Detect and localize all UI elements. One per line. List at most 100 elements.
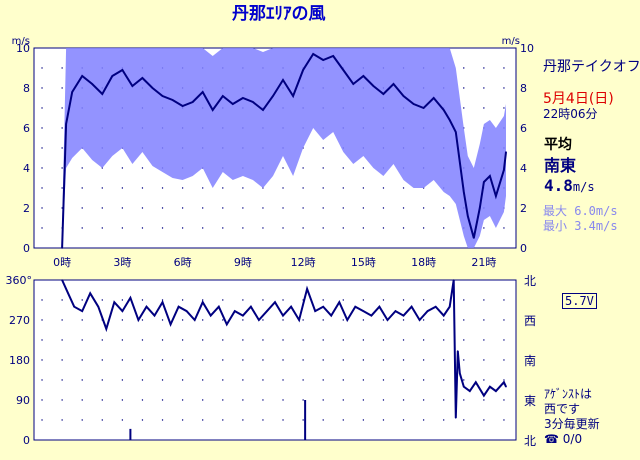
direction-grid-dot (302, 399, 304, 401)
direction-grid-dot (342, 399, 344, 401)
average-speed-point (71, 91, 73, 93)
direction-grid-dot (443, 339, 445, 341)
average-speed-point (489, 175, 491, 177)
wind-direction-point (67, 292, 69, 295)
direction-grid-dot (181, 299, 184, 301)
direction-grid-dot (282, 359, 284, 361)
direction-grid-dot (483, 299, 485, 301)
direction-grid-dot (282, 399, 284, 401)
wind-direction-point (81, 310, 83, 312)
wind-direction-point (495, 390, 497, 392)
speed-grid-dot (382, 227, 385, 229)
speed-y-tick-left: 4 (23, 162, 30, 175)
direction-grid-dot (181, 339, 184, 341)
wind-direction-point (290, 305, 292, 308)
average-speed-point (352, 83, 355, 85)
direction-grid-dot (402, 399, 405, 401)
direction-grid-dot (422, 339, 425, 341)
direction-grid-dot (322, 419, 324, 421)
wind-direction-point (370, 314, 373, 317)
direction-grid-dot (443, 399, 445, 401)
x-tick-label: 12時 (291, 256, 316, 269)
speed-grid-dot (101, 207, 103, 209)
speed-unit-right: m/s (502, 36, 520, 47)
speed-grid-dot (443, 227, 445, 229)
direction-grid-dot (121, 339, 124, 341)
speed-grid-dot (483, 227, 485, 229)
direction-grid-dot (322, 399, 324, 401)
average-speed-point (454, 131, 457, 133)
average-speed-point (483, 181, 485, 183)
wind-direction-point (121, 310, 124, 312)
direction-grid-dot (101, 379, 103, 381)
speed-y-tick-right: 6 (520, 122, 527, 135)
average-speed-point (262, 109, 264, 111)
average-speed-point (101, 93, 104, 95)
direction-grid-dot (402, 339, 405, 341)
direction-grid-dot (402, 359, 405, 361)
speed-grid-dot (342, 207, 344, 209)
direction-grid-dot (382, 419, 385, 421)
speed-grid-dot (342, 167, 344, 169)
direction-unit-left: 360° (6, 274, 33, 287)
average-speed-point (201, 91, 204, 93)
wind-direction-point (394, 310, 397, 312)
wind-direction-point (161, 301, 164, 304)
direction-grid-dot (282, 299, 284, 301)
average-speed-point (252, 101, 254, 103)
direction-grid-dot (161, 419, 164, 421)
wind-direction-point (338, 301, 341, 304)
announce-line-2: 西です (544, 402, 581, 416)
wind-direction-point (483, 394, 485, 397)
direction-grid-dot (483, 359, 485, 361)
wind-direction-point (153, 314, 156, 317)
direction-grid-dot (483, 379, 485, 381)
wind-direction-point (362, 310, 365, 312)
direction-grid-dot (222, 339, 224, 341)
speed-grid-dot (121, 167, 124, 169)
speed-y-tick-left: 2 (23, 202, 30, 215)
direction-grid-dot (382, 359, 385, 361)
direction-grid-dot (483, 419, 485, 421)
speed-grid-dot (322, 207, 324, 209)
direction-grid-dot (382, 299, 385, 301)
average-speed-point (382, 93, 385, 95)
speed-grid-dot (322, 227, 324, 229)
average-speed-point (473, 237, 475, 239)
direction-grid-dot (503, 419, 505, 421)
wind-direction-point (61, 279, 63, 281)
direction-grid-dot (61, 299, 63, 301)
average-speed-value: 4.8 (544, 176, 573, 195)
direction-grid-dot (342, 339, 344, 341)
speed-grid-dot (322, 167, 324, 169)
direction-grid-dot (302, 319, 304, 321)
direction-grid-dot (141, 319, 144, 321)
wind-direction-point (274, 301, 276, 304)
direction-grid-dot (382, 379, 385, 381)
speed-grid-dot (483, 107, 485, 109)
wind-direction-point (217, 305, 220, 308)
min-speed: 最小 3.4m/s (543, 219, 618, 233)
speed-grid-dot (41, 187, 43, 189)
direction-grid-dot (402, 299, 405, 301)
direction-grid-dot (402, 379, 405, 381)
direction-grid-dot (362, 419, 365, 421)
direction-grid-dot (161, 339, 164, 341)
direction-compass-label: 北 (524, 274, 536, 288)
direction-grid-dot (202, 359, 204, 361)
x-tick-label: 0時 (53, 256, 71, 269)
direction-grid-dot (262, 359, 264, 361)
average-speed-point (322, 59, 325, 61)
speed-grid-dot (242, 207, 244, 209)
average-speed-point (282, 79, 284, 81)
wind-direction-point (410, 305, 413, 308)
direction-grid-dot (443, 299, 445, 301)
speed-grid-dot (161, 187, 164, 189)
direction-grid-dot (422, 359, 425, 361)
direction-grid-dot (101, 419, 103, 421)
direction-grid-dot (503, 359, 505, 361)
speed-grid-dot (342, 187, 344, 189)
wind-direction-point (378, 305, 381, 308)
direction-compass-label: 北 (524, 434, 536, 448)
